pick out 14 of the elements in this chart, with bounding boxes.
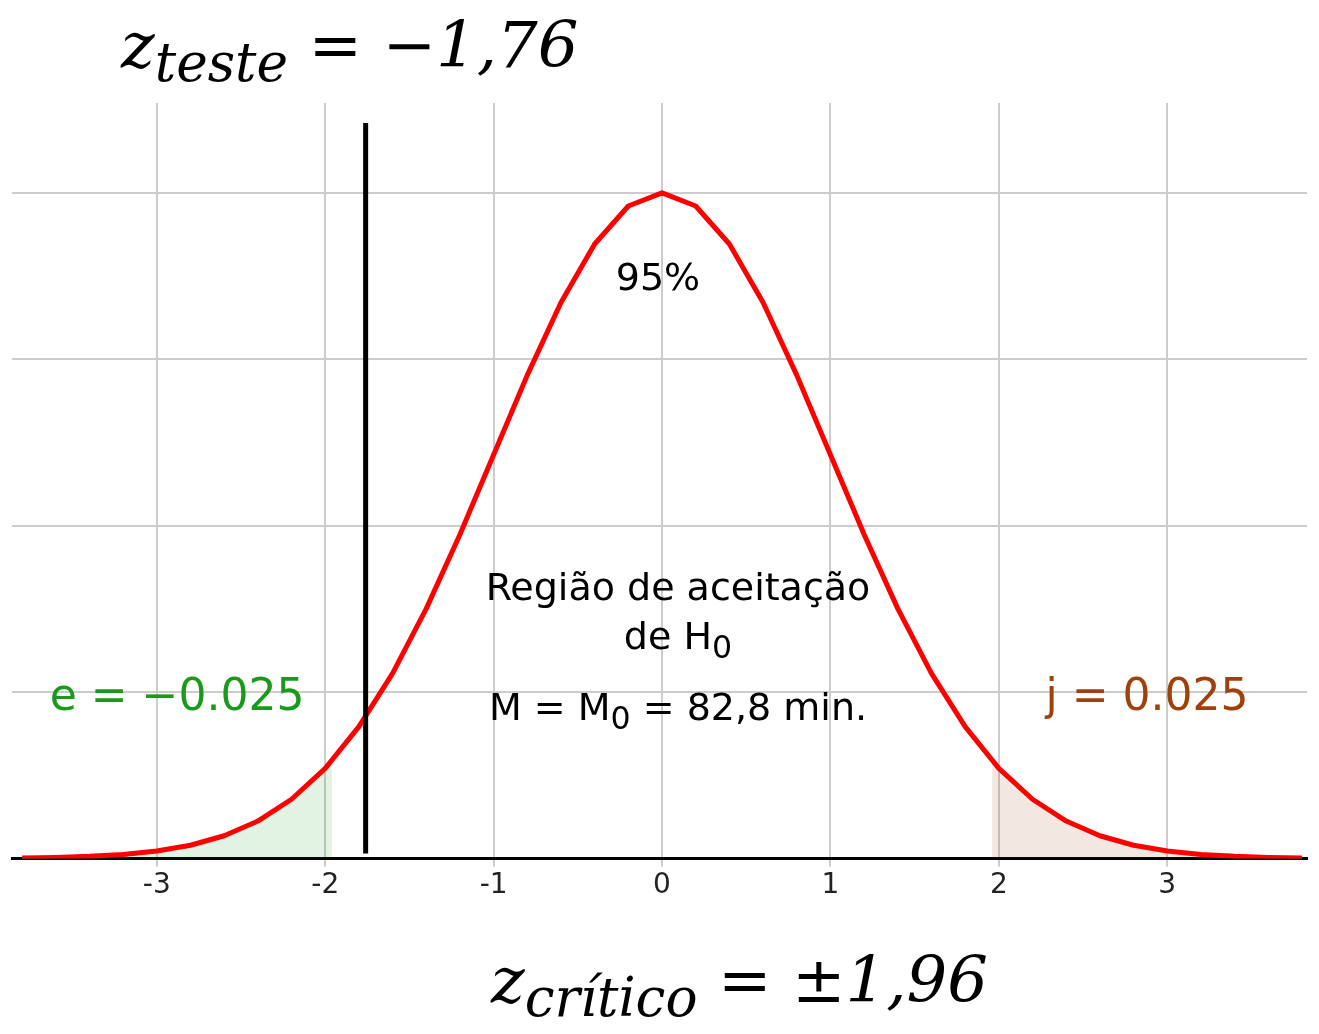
chart-title: z$_{teste}$ = −1,76 — [113, 8, 587, 94]
annotation: M = M$_{0}$ = 82,8 min. — [487, 684, 869, 738]
x-tick-label: -1 — [479, 867, 508, 901]
x-tick-label: 0 — [653, 867, 671, 901]
x-axis-title: z$_{crítico}$ = ±1,96 — [489, 943, 989, 1029]
x-tick-label: -3 — [142, 867, 171, 901]
x-tick-label: 1 — [821, 867, 840, 901]
series-label: j = 0.025 — [1044, 669, 1249, 721]
x-tick-label: -2 — [311, 867, 340, 901]
x-tick-label: 2 — [989, 867, 1008, 901]
annotation: Região de aceitação de H$_{0}$ — [484, 564, 872, 667]
x-tick-label: 3 — [1158, 867, 1177, 901]
annotation: 95% — [614, 254, 702, 301]
series-label: e = −0.025 — [49, 669, 305, 721]
